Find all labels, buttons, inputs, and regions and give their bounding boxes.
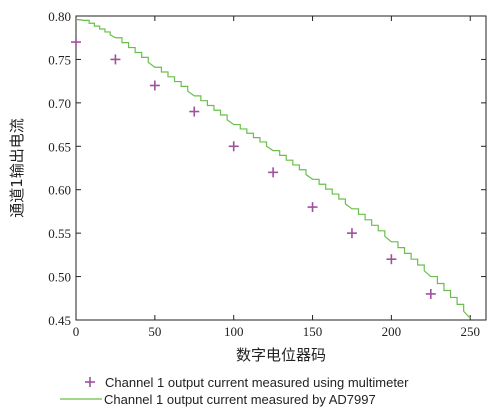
data-point bbox=[71, 37, 81, 48]
data-point bbox=[189, 106, 200, 117]
y-tick-label: 0.50 bbox=[48, 270, 71, 285]
series-line-ad7997 bbox=[76, 18, 471, 319]
y-tick-label: 0.80 bbox=[48, 9, 71, 24]
x-tick-label: 0 bbox=[73, 324, 80, 339]
data-point bbox=[346, 228, 357, 239]
series-markers-multimeter bbox=[71, 37, 436, 299]
x-tick-label: 150 bbox=[303, 324, 323, 339]
x-tick-label: 100 bbox=[224, 324, 244, 339]
data-point bbox=[110, 54, 121, 65]
plot-area: 0 50 100 150 200 250 0.45 0.50 0.55 0.60 0.65 0.70… bbox=[48, 9, 487, 339]
data-point bbox=[425, 288, 436, 299]
y-tick-label: 0.55 bbox=[48, 226, 71, 241]
legend-item-multimeter: Channel 1 output current measured using … bbox=[85, 375, 409, 390]
data-point bbox=[228, 141, 239, 152]
y-tick-label: 0.45 bbox=[48, 313, 71, 328]
data-point bbox=[268, 167, 279, 178]
x-axis-label: 数字电位器码 bbox=[236, 346, 326, 364]
y-axis-label: 通道1输出电流 bbox=[8, 118, 26, 218]
legend-item-ad7997: Channel 1 output current measured by AD7… bbox=[60, 392, 376, 407]
y-tick-label: 0.60 bbox=[48, 183, 71, 198]
y-tick-label: 0.65 bbox=[48, 139, 71, 154]
data-point bbox=[149, 80, 160, 91]
legend-label-multimeter: Channel 1 output current measured using … bbox=[105, 375, 409, 390]
y-tick-label: 0.75 bbox=[48, 52, 71, 67]
legend-marker-plus bbox=[85, 377, 95, 387]
legend-plus bbox=[85, 377, 95, 387]
x-axis: 0 50 100 150 200 250 bbox=[73, 16, 480, 339]
y-axis: 0.45 0.50 0.55 0.60 0.65 0.70 0.75 0.80 bbox=[48, 9, 486, 328]
y-tick-label: 0.70 bbox=[48, 96, 71, 111]
data-point bbox=[386, 254, 397, 265]
x-tick-label: 50 bbox=[148, 324, 161, 339]
axes-frame bbox=[75, 15, 487, 321]
data-point bbox=[307, 202, 318, 213]
legend-label-ad7997: Channel 1 output current measured by AD7… bbox=[104, 392, 376, 407]
x-tick-label: 200 bbox=[382, 324, 402, 339]
x-tick-label: 250 bbox=[460, 324, 480, 339]
legend: Channel 1 output current measured using … bbox=[60, 375, 409, 407]
